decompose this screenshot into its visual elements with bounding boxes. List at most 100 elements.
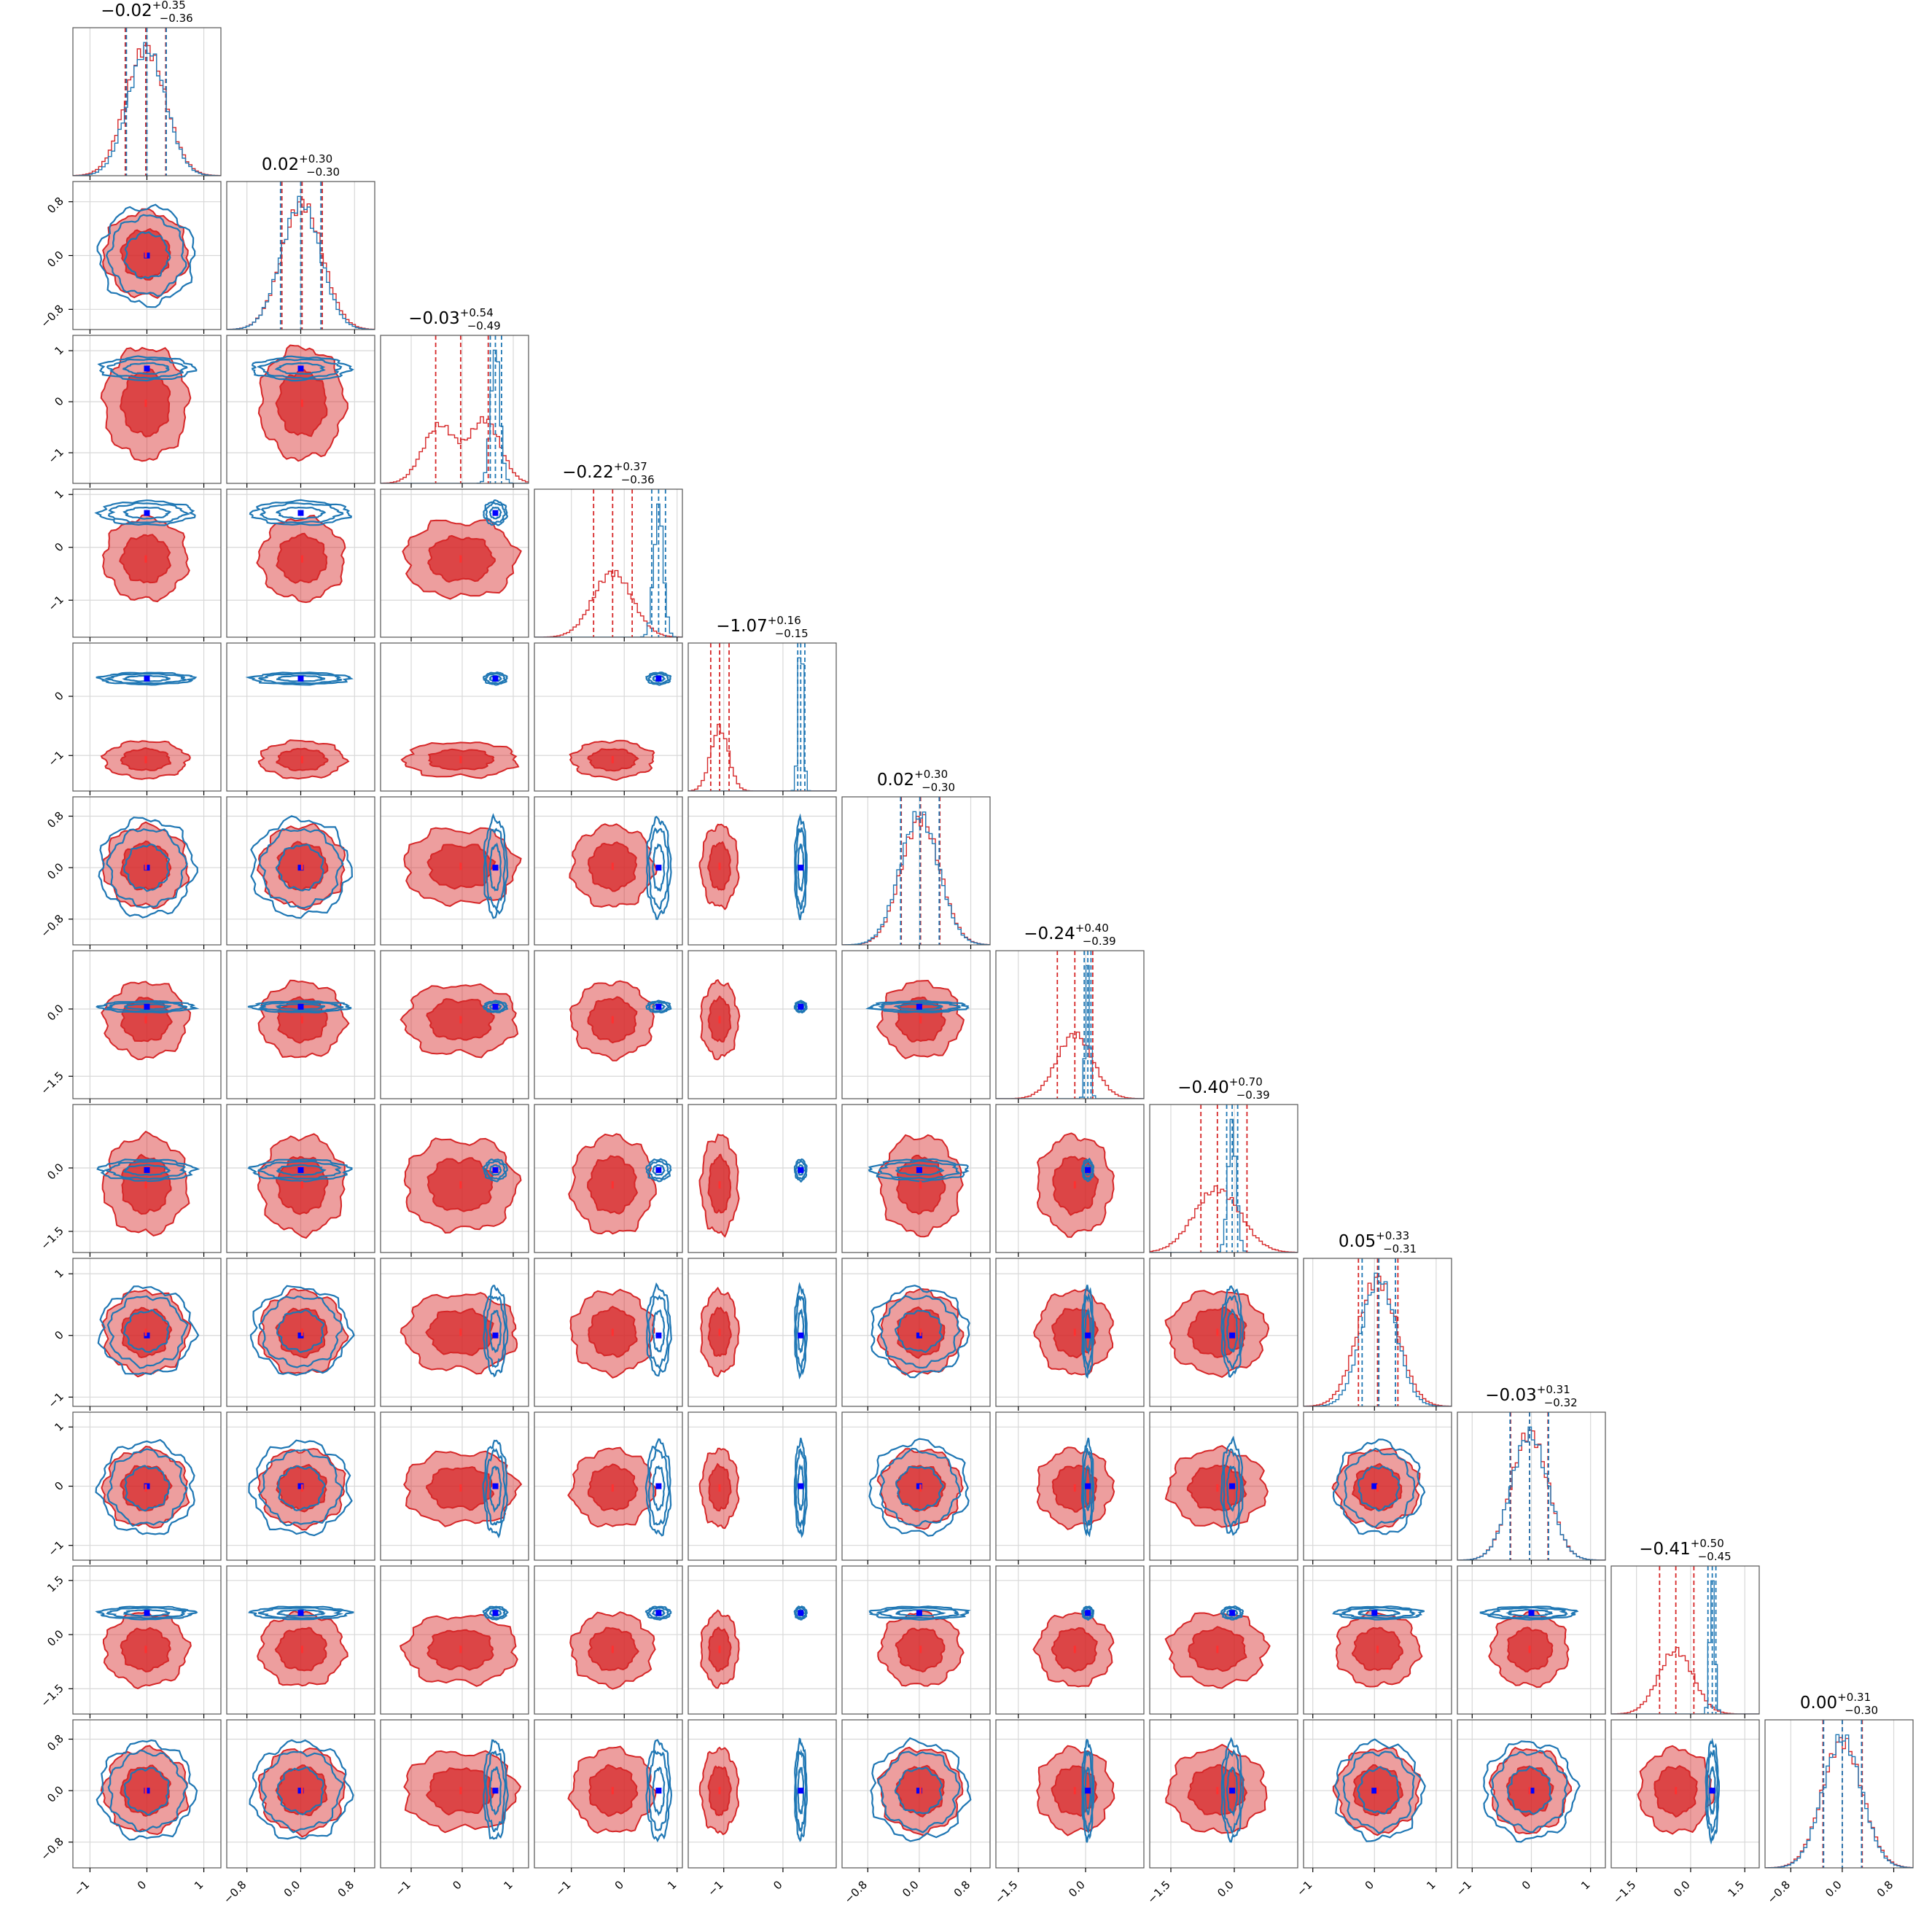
blue-contour — [276, 674, 326, 682]
x-tick-label: −0.8 — [221, 1878, 249, 1906]
blue-contour — [652, 843, 666, 892]
contour-panel-9-2 — [226, 1258, 375, 1411]
blue-contour — [1082, 1606, 1094, 1619]
blue-contour — [647, 1750, 670, 1831]
contour-panel-12-10: −1 0 1 — [1454, 1719, 1606, 1898]
panel-title: −1.07+0.16 −0.15 — [716, 614, 808, 640]
contour-panel-10-2 — [226, 1411, 375, 1565]
x-tick-label: −1 — [1454, 1878, 1474, 1898]
blue-contour — [795, 1749, 807, 1832]
blue-contour — [483, 813, 509, 919]
blue-contour — [249, 1739, 354, 1840]
panel-frame — [1149, 1565, 1298, 1715]
contour-panel-10-8 — [1149, 1411, 1298, 1565]
blue-contour — [259, 827, 344, 909]
contour-panel-9-3 — [380, 1258, 529, 1411]
y-tick-label: −1 — [45, 1390, 66, 1410]
contour-panel-6-4 — [534, 796, 683, 949]
panel-title: 0.00+0.31 −0.30 — [1800, 1691, 1878, 1717]
contour-panel-10-1: −1 0 1 — [45, 1411, 222, 1565]
blue-contour — [1084, 1307, 1091, 1355]
contour-panel-10-4 — [534, 1411, 683, 1565]
blue-contour — [247, 1000, 352, 1014]
blue-contour — [868, 1158, 970, 1183]
panel-frame — [995, 1411, 1145, 1561]
blue-contour — [1226, 1465, 1239, 1512]
blue-contour — [1082, 1750, 1094, 1834]
red-histogram — [1611, 1647, 1759, 1714]
blue-contour — [652, 1465, 666, 1511]
blue-contour — [647, 1160, 670, 1180]
panel-frame — [380, 950, 529, 1099]
blue-histogram — [227, 195, 375, 330]
contour-panel-7-3 — [380, 950, 529, 1103]
truth-marker — [144, 1003, 150, 1010]
blue-contour — [794, 813, 808, 921]
truth-marker — [655, 1610, 662, 1616]
blue-contour — [485, 1160, 507, 1180]
blue-contour — [482, 1000, 509, 1013]
contour-panel-9-8 — [1149, 1258, 1298, 1411]
panel-title: −0.03+0.54 −0.49 — [408, 306, 500, 332]
blue-contour — [1489, 1606, 1568, 1619]
truth-marker — [144, 865, 150, 871]
blue-contour — [644, 1438, 672, 1537]
y-tick-label: 0.0 — [44, 1002, 66, 1024]
panel-frame — [841, 1411, 991, 1561]
truth-marker — [144, 1788, 150, 1794]
panel-frame — [995, 1719, 1145, 1869]
hist-panel-6: 0.02+0.30 −0.30 — [841, 768, 991, 949]
panel-frame — [688, 1565, 837, 1715]
truth-marker — [1371, 1788, 1378, 1794]
blue-contour — [879, 1447, 962, 1527]
blue-contour — [96, 1739, 198, 1841]
hist-panel-3: −0.03+0.54 −0.49 — [380, 306, 529, 488]
contour-panel-12-3: −1 0 1 — [380, 1719, 529, 1898]
blue-contour — [259, 502, 344, 524]
blue-contour — [107, 502, 190, 523]
x-tick-label: 0 — [135, 1878, 149, 1892]
panel-frame — [841, 1258, 991, 1407]
contour-panel-12-8: −1.5 0.0 — [1145, 1719, 1298, 1906]
y-tick-label: −0.8 — [38, 912, 66, 940]
blue-contour — [797, 1767, 805, 1815]
blue-contour — [249, 499, 353, 526]
truth-marker — [492, 1610, 499, 1616]
blue-contour — [877, 1750, 961, 1834]
contour-panel-10-9 — [1303, 1411, 1452, 1565]
x-tick-label: 1.5 — [1725, 1878, 1747, 1900]
y-tick-label: 0 — [52, 540, 66, 554]
truth-marker — [916, 1332, 922, 1339]
x-tick-label: −1 — [1294, 1878, 1314, 1898]
panel-frame — [1303, 1565, 1452, 1715]
truth-marker — [655, 1166, 662, 1173]
blue-contour — [124, 1465, 171, 1512]
hist-panel-4: −0.22+0.37 −0.36 — [534, 460, 683, 642]
blue-contour — [1220, 1605, 1244, 1621]
blue-contour — [123, 231, 171, 279]
hist-panel-8: −0.40+0.70 −0.39 — [1149, 1075, 1298, 1257]
panel-frame — [380, 488, 529, 638]
blue-contour — [275, 844, 324, 892]
hist-panel-5: −1.07+0.16 −0.15 — [688, 614, 837, 795]
blue-contour — [483, 1739, 509, 1840]
panel-frame — [688, 796, 837, 946]
x-tick-label: 1 — [192, 1878, 206, 1892]
blue-contour — [795, 1000, 807, 1013]
blue-contour — [1226, 1766, 1239, 1817]
blue-contour — [106, 1448, 188, 1527]
panel-title: 0.02+0.30 −0.30 — [262, 152, 340, 179]
blue-contour — [274, 362, 326, 375]
truth-marker — [144, 1610, 150, 1616]
truth-marker — [1371, 1483, 1378, 1489]
blue-histogram — [1765, 1734, 1913, 1868]
contour-panel-6-3 — [380, 796, 529, 949]
blue-contour — [868, 1605, 971, 1621]
panel-title: −0.41+0.50 −0.45 — [1639, 1537, 1731, 1563]
y-tick-label: 0.0 — [44, 249, 66, 270]
blue-contour — [488, 1465, 502, 1514]
blue-contour — [870, 1737, 972, 1842]
panel-frame — [841, 796, 991, 946]
panel-frame — [995, 1565, 1145, 1715]
x-tick-label: 1 — [1424, 1878, 1438, 1892]
